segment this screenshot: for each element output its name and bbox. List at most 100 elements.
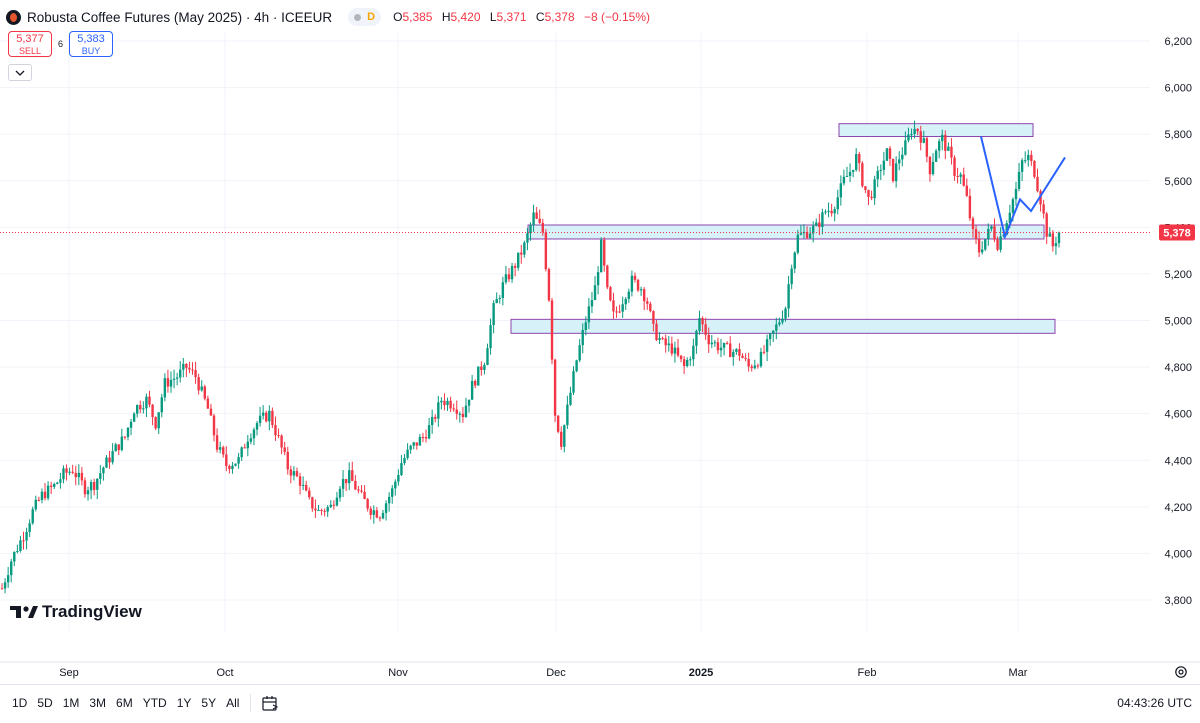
candle-body bbox=[489, 325, 492, 349]
candle-body bbox=[289, 469, 293, 476]
collapse-legend-button[interactable] bbox=[8, 64, 32, 81]
candle-body bbox=[1051, 233, 1055, 247]
candle-body bbox=[179, 369, 182, 378]
candle-body bbox=[913, 128, 916, 135]
candle-body bbox=[845, 175, 849, 177]
candle-body bbox=[338, 488, 342, 498]
low-label: L bbox=[489, 10, 497, 24]
time-tick-label: Feb bbox=[858, 667, 877, 679]
candle-body bbox=[649, 303, 652, 312]
candle-body bbox=[851, 169, 855, 172]
candle-body bbox=[765, 339, 769, 352]
candle-body bbox=[455, 409, 458, 414]
candle-body bbox=[237, 457, 240, 464]
candle-body bbox=[172, 378, 176, 380]
candle-body bbox=[864, 186, 867, 190]
candle-body bbox=[461, 413, 465, 417]
candle-body bbox=[652, 311, 655, 324]
candle-body bbox=[317, 510, 320, 512]
candle-body bbox=[808, 233, 812, 239]
candle-body bbox=[984, 239, 987, 250]
spread-value: 6 bbox=[58, 39, 64, 49]
range-1d[interactable]: 1D bbox=[12, 695, 28, 710]
candle-body bbox=[268, 410, 271, 422]
candle-body bbox=[483, 364, 486, 371]
candle-body bbox=[446, 400, 449, 406]
candle-body bbox=[169, 379, 173, 387]
candle-body bbox=[824, 211, 827, 213]
candle-body bbox=[225, 454, 228, 466]
delayed-tag: D bbox=[367, 11, 376, 23]
range-1m[interactable]: 1M bbox=[62, 695, 80, 710]
candle-body bbox=[10, 561, 13, 576]
close-value: 5,378 bbox=[544, 10, 575, 24]
candle-body bbox=[805, 231, 809, 239]
candle-body bbox=[855, 153, 858, 170]
candle-body bbox=[575, 360, 578, 372]
candle-body bbox=[265, 412, 268, 422]
candle-body bbox=[31, 509, 34, 524]
candle-body bbox=[624, 298, 627, 305]
candle-body bbox=[729, 343, 732, 357]
candle-body bbox=[427, 425, 431, 439]
candle-body bbox=[261, 412, 265, 416]
candle-body bbox=[772, 330, 775, 334]
candle-body bbox=[280, 435, 283, 448]
candle-body bbox=[341, 479, 345, 489]
candles bbox=[0, 120, 1061, 594]
price-tick-label: 4,600 bbox=[1164, 409, 1192, 421]
range-ytd[interactable]: YTD bbox=[142, 695, 167, 710]
candle-body bbox=[898, 159, 901, 164]
candle-body bbox=[406, 449, 409, 458]
range-1y[interactable]: 1Y bbox=[176, 695, 192, 710]
candle-body bbox=[839, 183, 843, 198]
candle-body bbox=[934, 150, 938, 162]
candle-body bbox=[686, 359, 689, 367]
ohlc-values: O5,385 H5,420 L5,371 C5,378 −8 (−0.15%) bbox=[393, 10, 656, 24]
range-3m[interactable]: 3M bbox=[89, 695, 107, 710]
range-all[interactable]: All bbox=[226, 695, 240, 710]
candle-body bbox=[707, 334, 710, 345]
price-tick-label: 4,200 bbox=[1164, 502, 1192, 514]
open-label: O bbox=[393, 10, 403, 24]
trend-drawing bbox=[0, 136, 1150, 240]
candle-body bbox=[885, 148, 889, 161]
range-6m[interactable]: 6M bbox=[116, 695, 133, 710]
candle-body bbox=[827, 210, 830, 212]
candle-body bbox=[974, 229, 978, 240]
candle-body bbox=[999, 236, 1002, 250]
sell-button[interactable]: 5,377 SELL bbox=[8, 31, 52, 57]
candle-body bbox=[123, 436, 127, 438]
buy-button[interactable]: 5,383 BUY bbox=[69, 31, 114, 57]
symbol-logo-icon[interactable] bbox=[6, 9, 21, 25]
candle-body bbox=[372, 510, 375, 515]
candle-body bbox=[759, 351, 763, 367]
utc-clock[interactable]: 04:43:26 UTC bbox=[1117, 695, 1192, 710]
candle-body bbox=[1027, 154, 1030, 161]
range-5d[interactable]: 5D bbox=[37, 695, 53, 710]
candle-body bbox=[409, 445, 412, 450]
candle-body bbox=[1030, 154, 1033, 162]
candle-body bbox=[971, 218, 975, 230]
candle-body bbox=[667, 343, 670, 346]
candle-body bbox=[532, 212, 535, 225]
candle-body bbox=[556, 415, 560, 432]
symbol-title[interactable]: Robusta Coffee Futures (May 2025) · 4h ·… bbox=[27, 9, 333, 25]
low-value: 5,371 bbox=[496, 10, 527, 24]
market-status-badge[interactable]: D bbox=[348, 8, 382, 26]
candle-body bbox=[704, 324, 707, 335]
candle-body bbox=[440, 400, 443, 403]
range-5y[interactable]: 5Y bbox=[201, 695, 217, 710]
candle-body bbox=[381, 512, 385, 519]
go-to-date-button[interactable] bbox=[261, 694, 279, 712]
gear-icon[interactable] bbox=[1174, 665, 1188, 679]
candle-body bbox=[132, 413, 136, 422]
candle-body bbox=[74, 472, 77, 478]
candle-body bbox=[467, 399, 471, 406]
candle-body bbox=[185, 363, 188, 368]
candle-body bbox=[424, 436, 428, 439]
candle-body bbox=[89, 482, 93, 491]
candle-body bbox=[578, 345, 581, 361]
candle-body bbox=[298, 476, 302, 486]
